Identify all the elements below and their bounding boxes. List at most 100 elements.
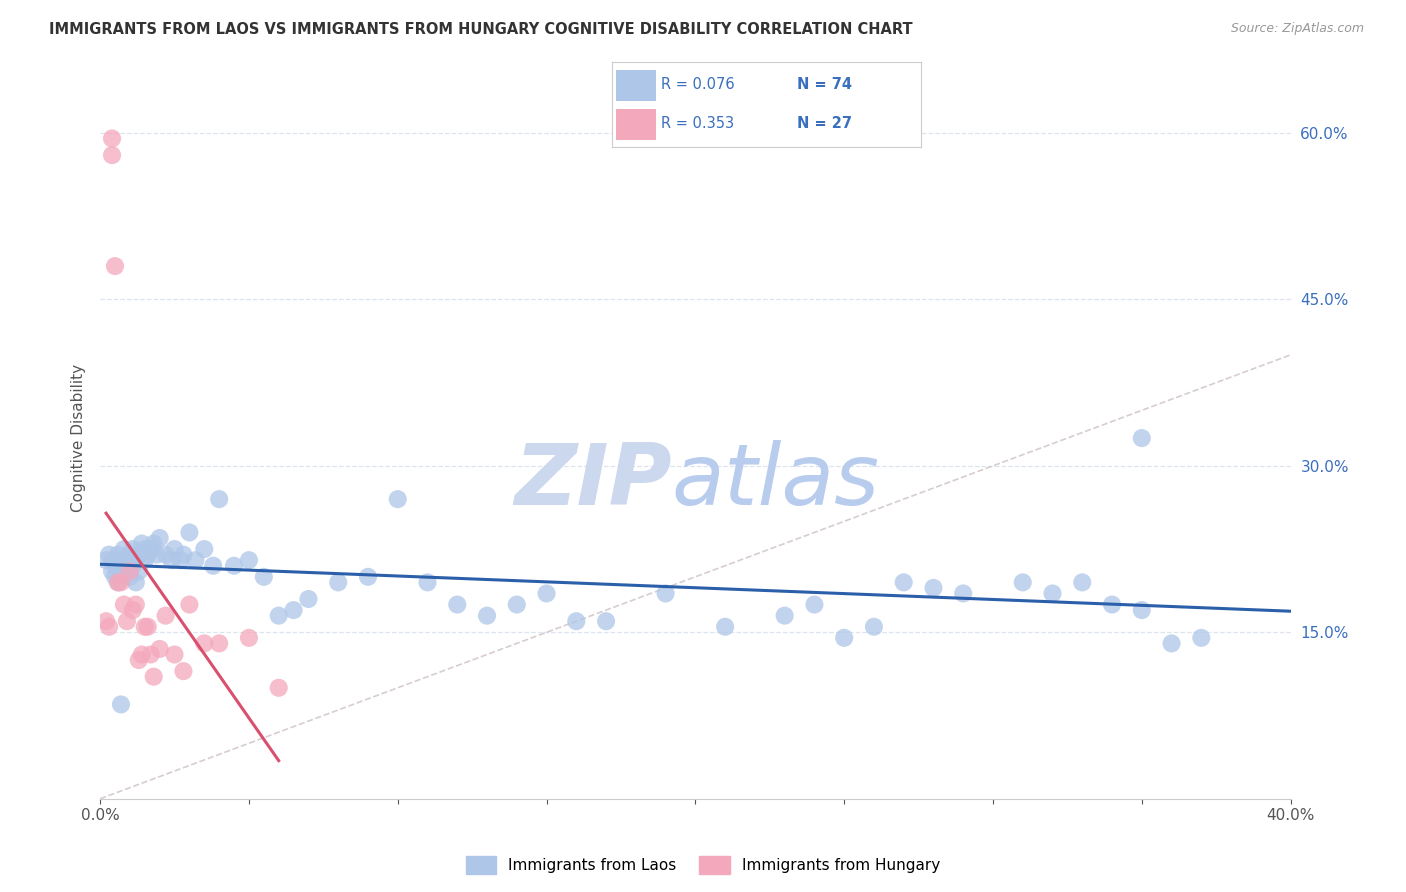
Point	[238, 631, 260, 645]
Text: ZIP: ZIP	[515, 440, 672, 523]
Text: N = 27: N = 27	[797, 116, 852, 130]
Point	[112, 542, 135, 557]
Point	[536, 586, 558, 600]
Point	[952, 586, 974, 600]
Point	[115, 614, 138, 628]
Point	[1160, 636, 1182, 650]
Point	[446, 598, 468, 612]
Point	[112, 558, 135, 573]
Point	[179, 525, 201, 540]
Point	[172, 664, 194, 678]
Point	[121, 542, 143, 557]
Point	[714, 620, 737, 634]
Point	[125, 575, 148, 590]
Point	[94, 614, 117, 628]
Point	[416, 575, 439, 590]
Point	[110, 553, 132, 567]
Point	[222, 558, 245, 573]
Point	[155, 548, 177, 562]
Point	[118, 548, 141, 562]
Point	[202, 558, 225, 573]
Point	[110, 570, 132, 584]
Point	[107, 548, 129, 562]
Point	[184, 553, 207, 567]
Point	[121, 603, 143, 617]
Point	[101, 553, 124, 567]
Point	[506, 598, 529, 612]
Point	[101, 131, 124, 145]
Point	[832, 631, 855, 645]
Point	[101, 564, 124, 578]
Point	[163, 648, 186, 662]
Point	[128, 548, 150, 562]
Point	[1130, 603, 1153, 617]
Point	[118, 564, 141, 578]
Point	[101, 148, 124, 162]
Point	[387, 492, 409, 507]
Point	[283, 603, 305, 617]
Point	[110, 575, 132, 590]
Point	[328, 575, 350, 590]
Point	[107, 575, 129, 590]
Y-axis label: Cognitive Disability: Cognitive Disability	[72, 364, 86, 512]
Point	[297, 592, 319, 607]
Point	[155, 608, 177, 623]
Point	[160, 553, 183, 567]
Point	[145, 548, 167, 562]
Point	[134, 553, 156, 567]
Point	[104, 558, 127, 573]
Point	[267, 681, 290, 695]
Point	[238, 553, 260, 567]
Point	[193, 542, 215, 557]
Point	[104, 570, 127, 584]
Point	[125, 553, 148, 567]
FancyBboxPatch shape	[616, 109, 657, 139]
Point	[267, 608, 290, 623]
Text: Source: ZipAtlas.com: Source: ZipAtlas.com	[1230, 22, 1364, 36]
Point	[118, 570, 141, 584]
Point	[107, 575, 129, 590]
Point	[922, 581, 945, 595]
Point	[142, 670, 165, 684]
Point	[134, 542, 156, 557]
Text: R = 0.353: R = 0.353	[661, 116, 734, 130]
Point	[803, 598, 825, 612]
Point	[136, 548, 159, 562]
Point	[773, 608, 796, 623]
Point	[654, 586, 676, 600]
Point	[98, 548, 121, 562]
Point	[893, 575, 915, 590]
Point	[149, 642, 172, 657]
Point	[172, 548, 194, 562]
Point	[1042, 586, 1064, 600]
Point	[193, 636, 215, 650]
Point	[179, 598, 201, 612]
Text: IMMIGRANTS FROM LAOS VS IMMIGRANTS FROM HUNGARY COGNITIVE DISABILITY CORRELATION: IMMIGRANTS FROM LAOS VS IMMIGRANTS FROM …	[49, 22, 912, 37]
Point	[863, 620, 886, 634]
Point	[595, 614, 617, 628]
Point	[253, 570, 276, 584]
Point	[125, 598, 148, 612]
Point	[139, 542, 162, 557]
Point	[1189, 631, 1212, 645]
Point	[128, 564, 150, 578]
Point	[565, 614, 588, 628]
Point	[149, 531, 172, 545]
Point	[1071, 575, 1094, 590]
Point	[1130, 431, 1153, 445]
Point	[110, 698, 132, 712]
Point	[1101, 598, 1123, 612]
FancyBboxPatch shape	[616, 70, 657, 101]
Point	[139, 648, 162, 662]
Point	[115, 564, 138, 578]
Point	[208, 636, 231, 650]
Point	[142, 536, 165, 550]
Point	[131, 536, 153, 550]
Text: atlas: atlas	[672, 440, 880, 523]
Text: N = 74: N = 74	[797, 78, 852, 93]
Point	[98, 620, 121, 634]
Point	[134, 620, 156, 634]
Legend: Immigrants from Laos, Immigrants from Hungary: Immigrants from Laos, Immigrants from Hu…	[460, 850, 946, 880]
Point	[163, 542, 186, 557]
Point	[104, 259, 127, 273]
